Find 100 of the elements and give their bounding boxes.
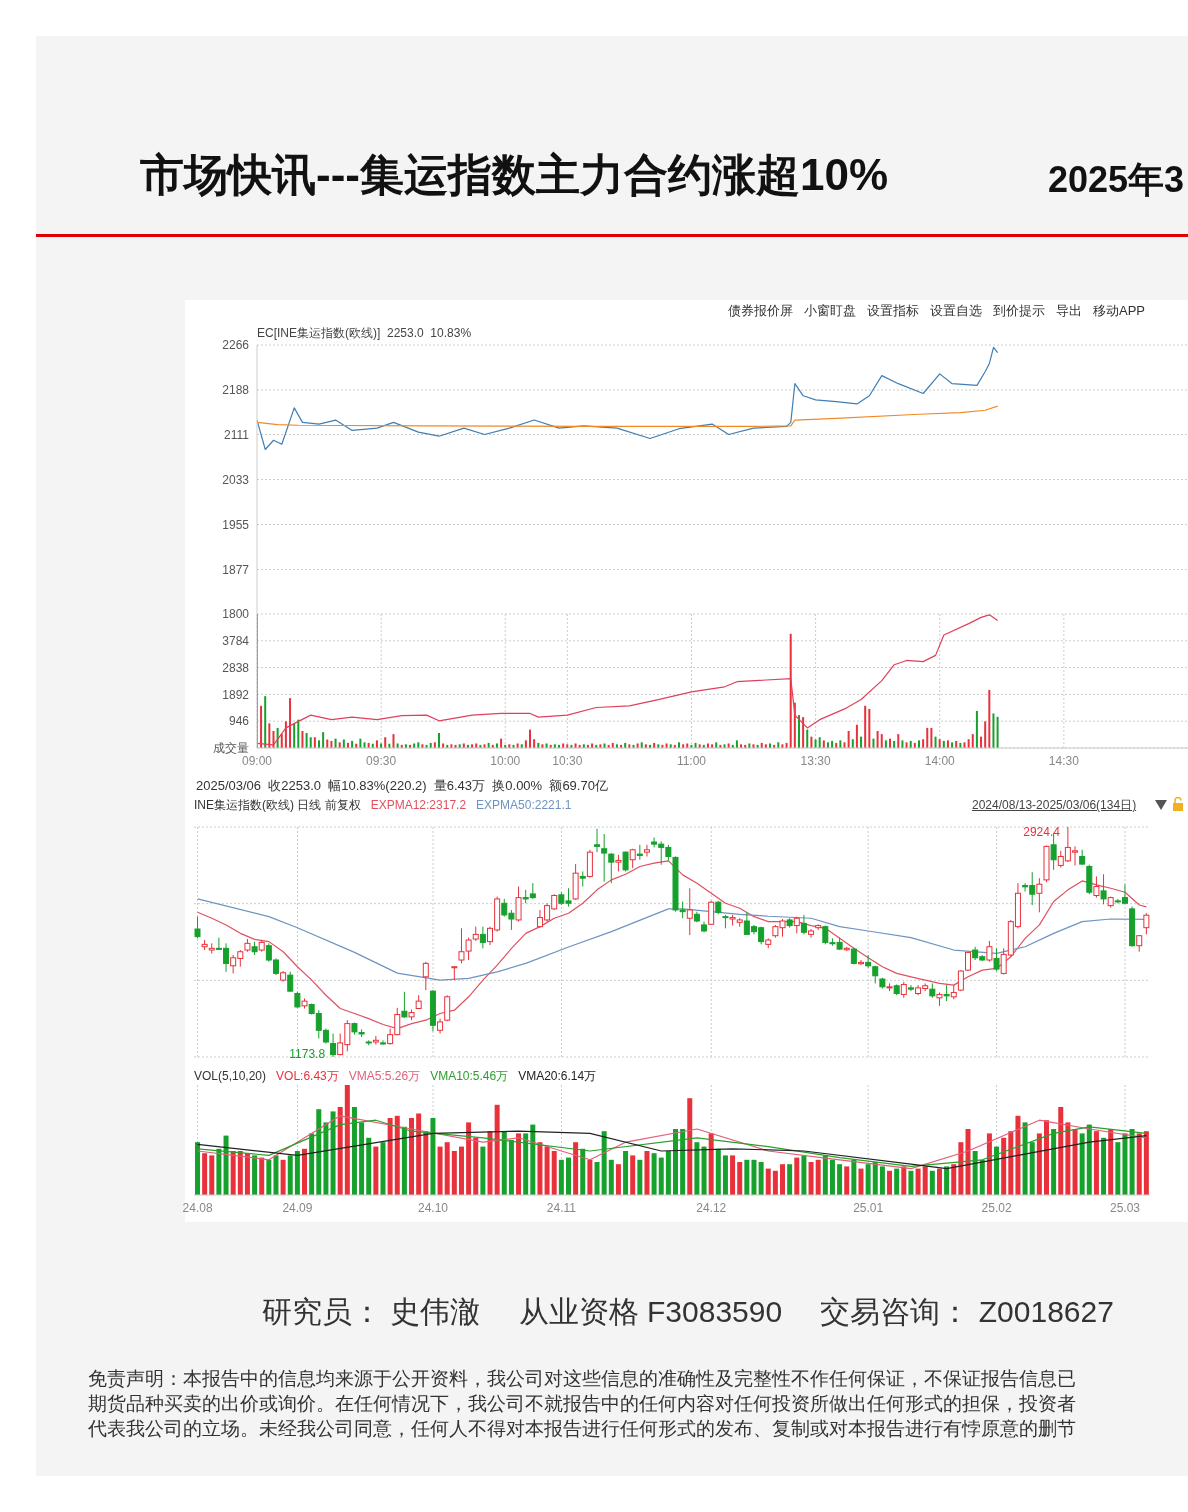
- line-series: [257, 346, 999, 451]
- bar: [516, 1133, 522, 1195]
- bar: [268, 723, 271, 748]
- candlestick: [686, 887, 693, 936]
- bar: [651, 1153, 657, 1195]
- bar: [615, 1164, 621, 1195]
- bar: [988, 689, 991, 748]
- bar: [730, 1155, 736, 1195]
- bar: [897, 734, 900, 748]
- bar: [936, 1168, 942, 1195]
- bar: [744, 1159, 750, 1195]
- candlestick: [330, 1033, 337, 1057]
- candlestick: [194, 916, 201, 939]
- bar: [680, 1129, 686, 1195]
- x-tick-label: 24.12: [696, 1200, 727, 1215]
- text: 导出: [1056, 302, 1082, 320]
- text: EXPMA50:2221.1: [476, 798, 572, 812]
- text: 2024/08/13-2025/03/06(134日): [972, 798, 1137, 812]
- y-tick-label: 成交量: [213, 741, 249, 756]
- bar: [794, 1157, 800, 1195]
- bar: [673, 1129, 678, 1195]
- bar: [338, 742, 341, 748]
- bar: [601, 1131, 607, 1195]
- candlestick: [907, 984, 914, 992]
- candlestick: [643, 844, 650, 857]
- bar: [715, 1148, 721, 1195]
- bar: [373, 1146, 379, 1195]
- bar: [979, 1159, 985, 1195]
- text: VMA20:6.14万: [518, 1069, 597, 1083]
- bar: [401, 1126, 407, 1195]
- y-tick-label: 946: [228, 714, 250, 729]
- text: 移动APP: [1093, 302, 1146, 320]
- bar: [829, 1159, 835, 1195]
- candlestick: [1093, 875, 1100, 899]
- bar: [444, 1142, 450, 1195]
- bar: [508, 1140, 514, 1195]
- bar: [301, 731, 304, 748]
- bar: [787, 1164, 793, 1195]
- bar: [337, 1107, 343, 1195]
- bar: [815, 1159, 821, 1195]
- bar: [847, 731, 850, 748]
- bar: [644, 1151, 650, 1195]
- text: VMA5:5.26万: [348, 1069, 421, 1083]
- bar: [905, 742, 908, 748]
- candlestick: [993, 947, 1000, 972]
- bar: [523, 1133, 529, 1195]
- bar: [480, 1146, 486, 1195]
- bar: [494, 1104, 500, 1195]
- bar: [777, 742, 780, 748]
- x-tick-label: 10:30: [552, 753, 583, 768]
- bar: [901, 1166, 907, 1195]
- bar: [1079, 1133, 1085, 1195]
- candlestick: [708, 900, 715, 926]
- bar: [209, 1155, 215, 1195]
- bar: [363, 742, 366, 748]
- bar: [1122, 1133, 1128, 1195]
- x-tick-label: 24.08: [182, 1200, 213, 1215]
- candlestick: [422, 961, 429, 991]
- bar: [223, 1135, 229, 1195]
- bar: [930, 727, 933, 748]
- bar: [677, 742, 680, 748]
- bar: [915, 1168, 921, 1195]
- text: EXPMA12:2317.2: [370, 798, 467, 812]
- bar: [623, 1151, 629, 1195]
- x-tick-label: 14:30: [1048, 753, 1080, 768]
- bar: [280, 1159, 286, 1195]
- annotation: 1173.8: [288, 1047, 326, 1061]
- bar: [858, 1168, 864, 1195]
- candlestick: [865, 954, 872, 969]
- bar: [1022, 1122, 1028, 1195]
- bar: [963, 742, 966, 748]
- bar: [1136, 1133, 1142, 1195]
- line-series: [257, 405, 999, 427]
- text: 设置自选: [930, 302, 982, 320]
- bar: [844, 1166, 850, 1195]
- bar: [437, 732, 440, 748]
- bar: [537, 1142, 543, 1195]
- chart-subtitle: EC[INE集运指数(欧线)] 2253.0 10.83%: [257, 325, 472, 342]
- bar: [965, 1129, 971, 1195]
- bar: [294, 1151, 300, 1195]
- bar: [1072, 1129, 1078, 1195]
- chart-title: VOL(5,10,20): [194, 1069, 267, 1083]
- x-tick-label: 25.03: [1110, 1200, 1141, 1215]
- bar: [708, 1133, 714, 1195]
- bar: [375, 740, 378, 748]
- bar: [630, 1155, 636, 1195]
- bar: [806, 729, 809, 748]
- bar: [951, 1164, 957, 1195]
- bar: [822, 740, 825, 748]
- bar: [1065, 1122, 1071, 1195]
- bar: [305, 732, 308, 748]
- bar: [951, 742, 954, 748]
- candlestick: [515, 886, 522, 923]
- bar: [1029, 1142, 1035, 1195]
- bar: [1008, 1131, 1014, 1195]
- bar: [839, 740, 842, 748]
- bar: [587, 1159, 593, 1195]
- bar: [544, 1146, 550, 1195]
- bar: [366, 1137, 372, 1195]
- x-tick-label: 24.09: [282, 1200, 313, 1215]
